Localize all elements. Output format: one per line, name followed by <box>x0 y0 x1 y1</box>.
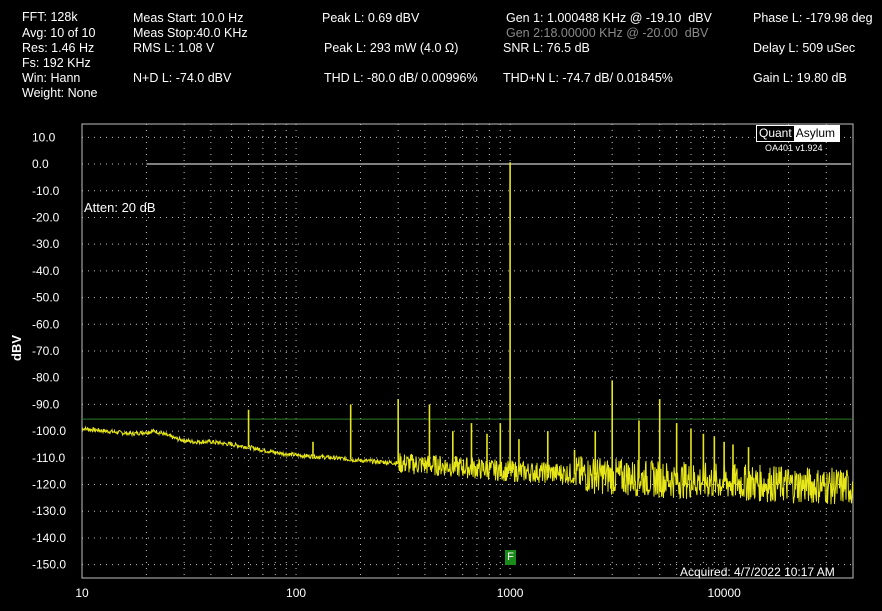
gain: Gain L: 19.80 dB <box>753 71 847 85</box>
y-tick-label: 0.0 <box>32 157 49 171</box>
noise-floor-trace <box>81 425 854 505</box>
snr: SNR L: 76.5 dB <box>503 41 590 55</box>
y-tick-label: -10.0 <box>32 184 60 198</box>
y-tick-label: -130.0 <box>32 504 66 518</box>
y-axis-label: dBV <box>9 335 24 361</box>
quantasylum-logo: Quant Asylum <box>756 125 840 142</box>
logo-part2: Asylum <box>793 126 839 141</box>
thd-plus-n: THD+N L: -74.7 dB/ 0.01845% <box>503 71 673 85</box>
generator-1: Gen 1: 1.000488 KHz @ -19.10 dBV <box>506 11 712 25</box>
x-tick-label: 10 <box>75 586 89 600</box>
grid <box>81 123 854 579</box>
y-tick-label: -100.0 <box>32 424 66 438</box>
y-tick-label: -30.0 <box>32 237 60 251</box>
fundamental-marker[interactable]: F <box>505 550 516 565</box>
meas-start: Meas Start: 10.0 Hz <box>133 11 244 25</box>
y-tick-label: -90.0 <box>32 397 60 411</box>
y-tick-label: -40.0 <box>32 264 60 278</box>
peak-level: Peak L: 0.69 dBV <box>322 11 420 25</box>
y-tick-label: -150.0 <box>32 558 66 572</box>
y-tick-label: -80.0 <box>32 371 60 385</box>
acquired-timestamp: Acquired: 4/7/2022 10:17 AM <box>680 565 835 579</box>
window-type: Win: Hann <box>22 71 81 85</box>
x-tick-label: 100 <box>286 586 306 600</box>
software-version: OA401 v1.924 <box>765 143 823 153</box>
generator-2: Gen 2:18.00000 KHz @ -20.00 dBV <box>506 26 709 40</box>
y-tick-label: -20.0 <box>32 210 60 224</box>
y-tick-label: -50.0 <box>32 291 60 305</box>
y-tick-label: -120.0 <box>32 478 66 492</box>
peak-power: Peak L: 293 mW (4.0 Ω) <box>324 41 459 55</box>
attenuation-label: Atten: 20 dB <box>84 200 156 215</box>
meas-stop: Meas Stop:40.0 KHz <box>133 26 248 40</box>
x-axis-ticks: 10 100 1000 10000 <box>75 586 741 600</box>
resolution: Res: 1.46 Hz <box>22 41 95 55</box>
x-tick-label: 10000 <box>707 586 741 600</box>
rms-level: RMS L: 1.08 V <box>133 41 215 55</box>
phase: Phase L: -179.98 deg <box>753 11 873 25</box>
y-axis-ticks: 10.0 0.0 -10.0 -20.0 -30.0 -40.0 -50.0 -60.0 -70… <box>32 130 66 571</box>
plot-border <box>81 123 854 579</box>
noise-distortion: N+D L: -74.0 dBV <box>133 71 232 85</box>
thd: THD L: -80.0 dB/ 0.00996% <box>324 71 478 85</box>
x-tick-label: 1000 <box>497 586 524 600</box>
logo-part1: Quant <box>757 126 794 141</box>
weighting: Weight: None <box>22 86 98 100</box>
y-tick-label: -110.0 <box>32 451 65 465</box>
y-tick-label: -70.0 <box>32 344 60 358</box>
y-tick-label: -140.0 <box>32 531 66 545</box>
fft-size: FFT: 128k <box>22 10 78 24</box>
sample-rate: Fs: 192 KHz <box>22 56 91 70</box>
y-tick-label: 10.0 <box>32 130 56 144</box>
spectrum-trace <box>81 162 854 505</box>
y-tick-label: -60.0 <box>32 317 60 331</box>
avg-count: Avg: 10 of 10 <box>22 26 96 40</box>
delay: Delay L: 509 uSec <box>753 41 856 55</box>
